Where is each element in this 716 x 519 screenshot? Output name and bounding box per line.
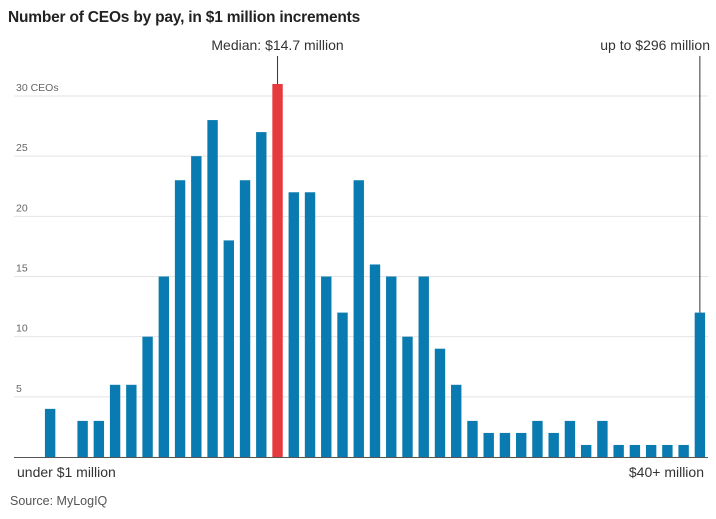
max-annotation: up to $296 million <box>600 37 710 53</box>
bar <box>369 264 381 457</box>
bar <box>613 444 624 457</box>
bar <box>93 420 105 457</box>
bar <box>548 432 559 457</box>
x-tick-label-last: $40+ million <box>629 464 704 480</box>
bar <box>483 432 494 457</box>
bar <box>418 276 429 457</box>
bar <box>191 156 202 457</box>
bars <box>44 83 706 458</box>
bar <box>467 420 478 457</box>
y-tick-label: 20 <box>16 202 28 214</box>
bar <box>223 240 235 457</box>
bar <box>109 384 121 457</box>
bar <box>629 444 641 457</box>
bar <box>304 192 316 457</box>
bar <box>515 432 527 457</box>
bar <box>126 384 137 457</box>
bar <box>207 120 218 458</box>
bar <box>451 384 462 457</box>
bar <box>321 276 332 457</box>
chart-title: Number of CEOs by pay, in $1 million inc… <box>8 9 361 26</box>
y-tick-label: 10 <box>16 323 28 335</box>
bar <box>142 336 153 457</box>
bar <box>402 336 413 457</box>
bar-median <box>272 83 283 457</box>
bar <box>645 444 657 457</box>
y-tick-label: 25 <box>16 142 28 154</box>
bar <box>77 420 88 457</box>
x-tick-label-first: under $1 million <box>17 464 116 480</box>
bar <box>174 180 186 457</box>
median-annotation: Median: $14.7 million <box>211 37 343 53</box>
bar <box>499 432 511 457</box>
bar <box>532 420 543 457</box>
bar <box>256 132 267 457</box>
y-tick-label: 30 CEOs <box>16 82 59 94</box>
bar <box>239 180 251 457</box>
bar <box>158 276 170 457</box>
bar <box>662 444 673 457</box>
bar <box>337 312 348 457</box>
bar <box>386 276 397 457</box>
y-tick-label: 5 <box>16 383 22 395</box>
bar <box>288 192 299 457</box>
annotations: Median: $14.7 million up to $296 million <box>211 37 710 313</box>
bar <box>353 180 364 457</box>
bar <box>678 444 689 457</box>
bar <box>434 348 446 457</box>
source-note: Source: MyLogIQ <box>10 494 108 508</box>
bar <box>580 444 592 457</box>
bar <box>597 420 608 457</box>
bar <box>694 312 706 457</box>
bar <box>44 408 56 457</box>
bar <box>564 420 576 457</box>
y-tick-label: 15 <box>16 263 28 275</box>
